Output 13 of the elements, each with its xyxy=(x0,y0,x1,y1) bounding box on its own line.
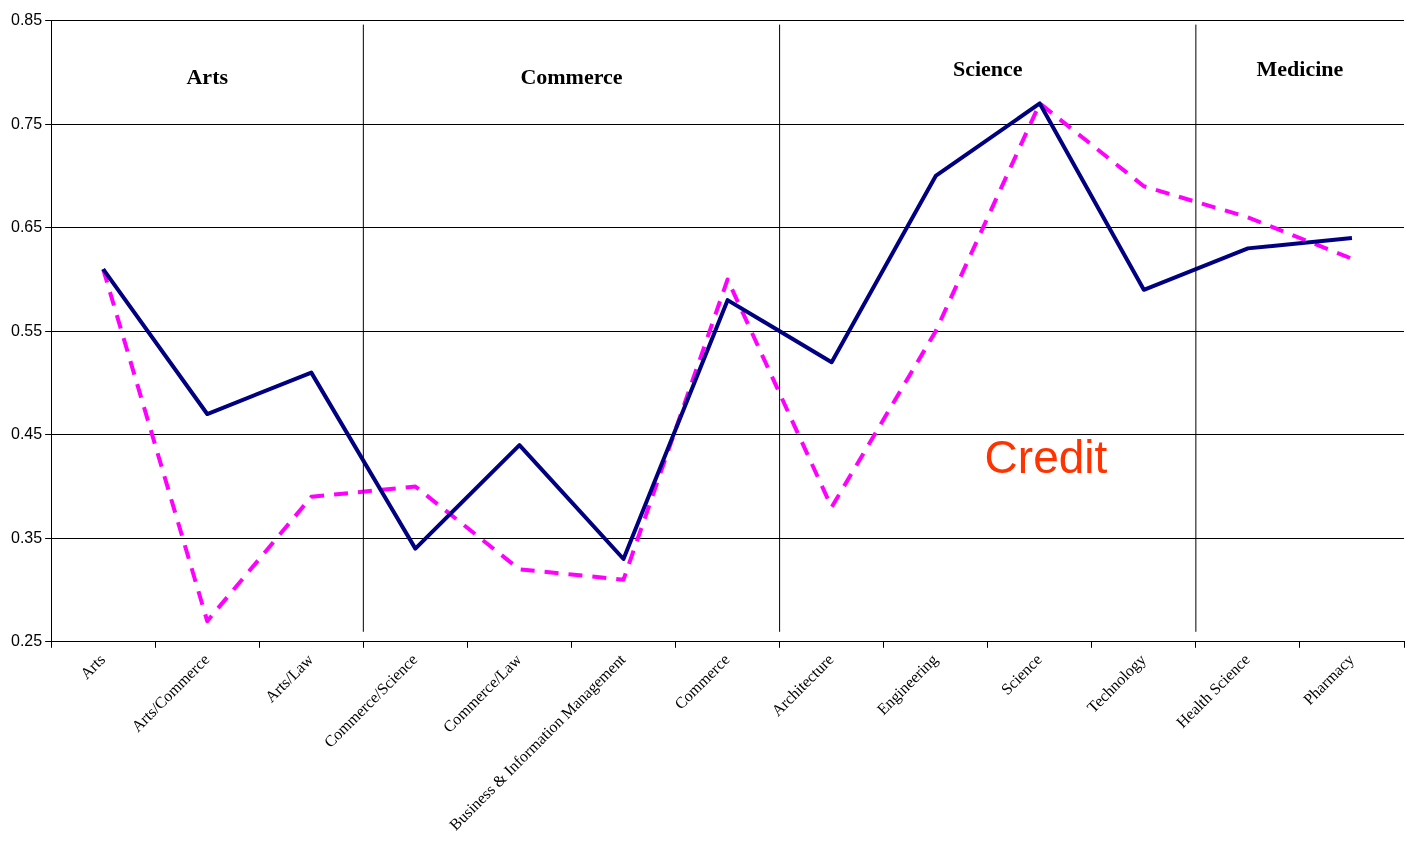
annotation: Science xyxy=(952,56,1023,82)
y-tick-label: 0.75 xyxy=(11,114,43,132)
y-tick-label: 0.65 xyxy=(11,218,43,236)
annotation: Medicine xyxy=(1256,56,1344,82)
y-tick-label: 0.45 xyxy=(11,425,43,443)
x-tick-label: Arts xyxy=(76,650,109,683)
annotation: Commerce xyxy=(520,64,623,90)
y-tick-label: 0.25 xyxy=(11,632,43,650)
y-tick-label: 0.55 xyxy=(11,321,43,339)
annotation: Arts xyxy=(186,64,229,90)
y-tick-label: 0.35 xyxy=(11,528,43,546)
y-tick-label: 0.85 xyxy=(11,11,43,29)
annotation: Credit xyxy=(984,431,1108,484)
